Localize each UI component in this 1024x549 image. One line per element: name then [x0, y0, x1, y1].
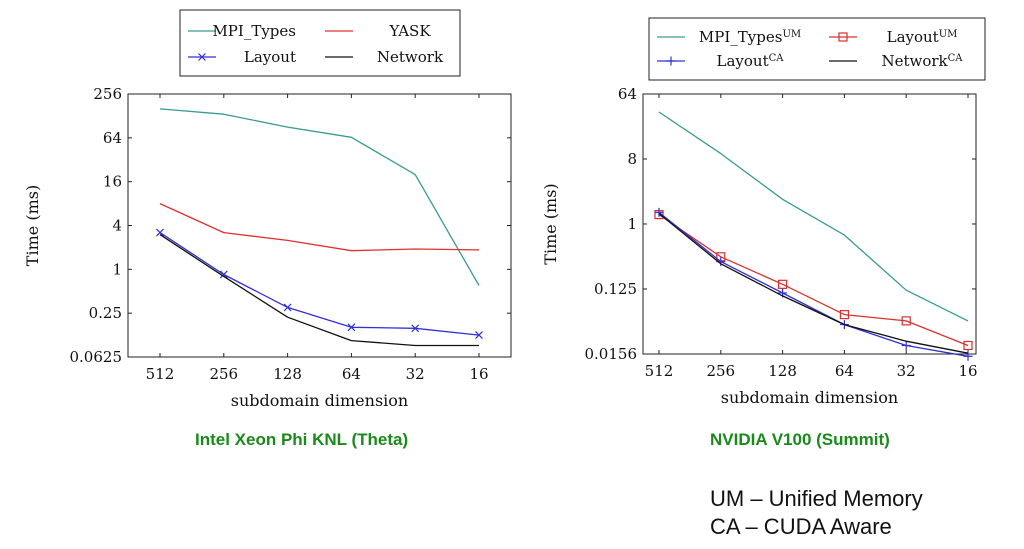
v100-legend-entry-network-ca-label: NetworkCA [881, 52, 963, 70]
v100-x-axis-label: subdomain dimension [721, 388, 898, 407]
knl-ytick-label: 16 [103, 173, 122, 191]
v100-series-layout-um-point [901, 316, 911, 326]
v100-legend-entry-network-ca-superscript: CA [948, 53, 964, 64]
v100-legend-entry-mpi-types-um-superscript: UM [782, 29, 801, 40]
knl-ytick-label: 4 [112, 217, 122, 235]
v100-xtick-label: 512 [645, 362, 674, 380]
v100-legend-entry-mpi-types-um-label: MPI_TypesUM [699, 28, 801, 46]
knl-ytick-label: 1 [112, 260, 122, 278]
v100-legend-entry-layout-ca-label: LayoutCA [717, 52, 785, 70]
knl-xtick-label: 256 [209, 365, 238, 383]
knl-xtick-label: 16 [469, 365, 488, 383]
knl-series-layout-point [475, 331, 483, 340]
knl-series-yask [159, 203, 480, 252]
knl-series-mpi-types [159, 108, 480, 286]
v100-legend-entry-layout-um-superscript: UM [939, 29, 958, 40]
v100-series-layout-ca-point [901, 340, 911, 350]
v100-xtick-label: 16 [958, 362, 977, 380]
v100-series-layout-um-point [839, 310, 849, 320]
um-note: UM – Unified Memory [710, 486, 923, 511]
v100-ytick-label: 0.125 [594, 280, 637, 298]
knl-ytick-label: 256 [93, 85, 122, 103]
knl-ytick-label: 0.25 [89, 304, 122, 322]
knl-legend-box [179, 9, 461, 77]
knl-series-mpi-types-line [159, 108, 480, 286]
v100-caption: NVIDIA V100 (Summit) [710, 430, 890, 449]
v100-legend-entry-network-ca: NetworkCA [829, 52, 963, 70]
v100-series-network-ca [658, 212, 969, 354]
knl-series-layout-point [219, 270, 228, 279]
knl-series-network-line [159, 234, 479, 347]
knl-legend-entry-yask: YASK [325, 22, 431, 40]
knl-series-layout-point [156, 228, 164, 237]
v100-ytick-label: 64 [618, 85, 637, 103]
knl-legend-entry-layout: Layout [188, 48, 296, 66]
knl-legend-entry-layout-label: Layout [244, 48, 296, 66]
v100-xtick-label: 256 [706, 362, 735, 380]
v100-ytick-label: 0.0156 [585, 345, 638, 363]
knl-legend-entry-layout-swatch-marker [198, 53, 206, 61]
v100-series-layout-um-point [963, 340, 973, 351]
v100-legend-entry-layout-um-swatch-marker [838, 32, 848, 42]
ca-note: CA – CUDA Aware [710, 514, 892, 539]
knl-series-layout [156, 228, 483, 340]
knl-xtick-label: 128 [273, 365, 302, 383]
v100-series-layout-ca-line [658, 211, 969, 357]
v100-xtick-label: 128 [768, 362, 797, 380]
knl-xtick-label: 64 [342, 365, 361, 383]
v100-chart: 64 8 1 0.125 0.0156 512 256 128 64 32 16 subdomain … [541, 17, 986, 407]
v100-series-layout-ca [654, 207, 973, 361]
v100-series-layout-um-point [778, 279, 788, 289]
v100-legend-entry-layout-ca-swatch-marker [666, 56, 676, 66]
v100-series-layout-um [654, 209, 973, 351]
v100-legend-entry-mpi-types-um: MPI_TypesUM [657, 28, 801, 46]
v100-legend-box [648, 17, 986, 81]
v100-series-network-ca-line [658, 212, 969, 354]
v100-ytick-label: 8 [627, 150, 637, 168]
v100-xtick-label: 32 [897, 362, 916, 380]
knl-series-yask-line [159, 203, 480, 252]
knl-legend-entry-network: Network [325, 48, 444, 66]
v100-series-mpi-types-um-line [658, 111, 969, 322]
knl-legend-entry-mpi-types: MPI_Types [188, 22, 296, 40]
knl-caption: Intel Xeon Phi KNL (Theta) [195, 430, 409, 449]
knl-series-network [159, 234, 479, 347]
knl-chart: 256 64 16 4 1 0.25 0.0625 512 256 128 64 32 16 subdom… [23, 9, 512, 410]
knl-xtick-label: 512 [146, 365, 175, 383]
v100-legend-entry-layout-ca-superscript: CA [769, 53, 785, 64]
knl-legend-entry-yask-label: YASK [388, 22, 431, 40]
knl-ytick-label: 0.0625 [70, 348, 123, 366]
v100-y-axis-label: Time (ms) [541, 183, 560, 264]
v100-legend-entry-layout-ca: LayoutCA [657, 52, 784, 70]
knl-x-axis-label: subdomain dimension [231, 391, 408, 410]
knl-legend-entry-network-label: Network [377, 48, 444, 66]
knl-series-layout-point [411, 324, 420, 333]
knl-ytick-label: 64 [103, 129, 122, 147]
v100-axes-frame [642, 93, 977, 355]
knl-series-layout-point [347, 323, 356, 332]
v100-series-layout-ca-point [963, 351, 973, 361]
knl-xtick-label: 32 [406, 365, 425, 383]
v100-ytick-label: 1 [627, 215, 637, 233]
knl-series-layout-line [159, 232, 480, 336]
v100-xtick-label: 64 [835, 362, 854, 380]
knl-series-layout-point [283, 303, 292, 312]
knl-legend-entry-mpi-types-label: MPI_Types [212, 22, 296, 40]
knl-y-axis-label: Time (ms) [23, 185, 42, 266]
v100-series-layout-um-line [658, 214, 969, 347]
v100-series-layout-ca-point [654, 207, 664, 217]
v100-series-mpi-types-um [658, 111, 969, 322]
